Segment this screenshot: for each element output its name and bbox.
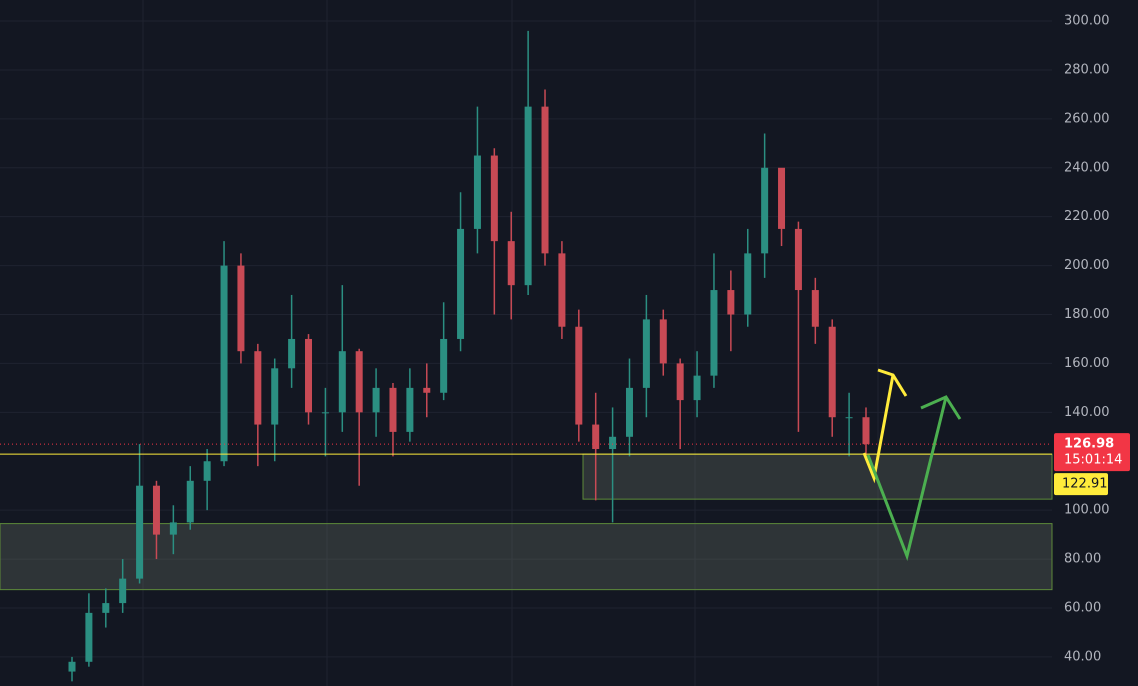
level-label: 122.91 (1062, 477, 1108, 492)
candle-body (811, 290, 819, 327)
candle-body (406, 387, 414, 432)
last-price-box (1054, 433, 1130, 472)
y-tick-label: 280.00 (1064, 62, 1110, 77)
candle-body (237, 265, 245, 352)
candle-body (828, 326, 836, 418)
candle-body (186, 480, 194, 523)
candle-body (575, 326, 583, 425)
last-price-label: 126.98 (1064, 437, 1114, 452)
candle-body (710, 290, 718, 376)
candle-body (490, 155, 498, 242)
y-tick-label: 140.00 (1064, 405, 1110, 420)
candle-body (794, 228, 802, 291)
candle-body (288, 338, 296, 369)
candle-body (642, 319, 650, 388)
candle-body (136, 485, 144, 579)
candle-body (744, 253, 752, 315)
candle-body (169, 522, 177, 535)
candle-body (507, 241, 515, 286)
countdown-label: 15:01:14 (1064, 453, 1122, 468)
y-tick-label: 160.00 (1064, 356, 1110, 371)
candle-body (271, 368, 279, 425)
y-tick-label: 80.00 (1064, 552, 1101, 567)
candle-body (423, 387, 431, 393)
green-arrow-head (920, 395, 962, 420)
candle-body (625, 387, 633, 437)
candle-body (355, 351, 363, 413)
candle-body (524, 106, 532, 286)
candle-body (778, 167, 786, 229)
zone (582, 453, 1053, 500)
candle-body (203, 461, 211, 481)
candle-body (473, 155, 481, 229)
candle-body (592, 424, 600, 450)
y-tick-label: 40.00 (1064, 649, 1101, 664)
candle-body (676, 363, 684, 401)
candle-body (609, 436, 617, 450)
candle-body (220, 265, 228, 462)
yellow-arrow (862, 374, 895, 484)
candle-body (68, 661, 76, 672)
candle-body (102, 603, 110, 613)
candle-body (541, 106, 549, 254)
zone (0, 523, 1053, 591)
candle-body (389, 387, 397, 432)
y-tick-label: 200.00 (1064, 258, 1110, 273)
candle-body (761, 167, 769, 254)
y-tick-label: 300.00 (1064, 14, 1110, 29)
plot: 300.00 280.00 260.00 240.00 220.00 200.00 180.… (0, 14, 1130, 682)
candle-body (558, 253, 566, 327)
candle-body (862, 417, 870, 445)
candle-body (321, 412, 329, 414)
candle-body (305, 338, 313, 413)
candle-body (845, 417, 853, 419)
candle-body (659, 319, 667, 364)
yellow-arrow-head (877, 368, 908, 397)
candle-body (440, 338, 448, 393)
level-box (1054, 473, 1108, 496)
candle-body (85, 612, 93, 662)
candle-body (693, 375, 701, 401)
candle-body (727, 290, 735, 315)
y-tick-label: 240.00 (1064, 160, 1110, 175)
y-tick-label: 260.00 (1064, 111, 1110, 126)
candle-body (338, 351, 346, 413)
green-arrow (866, 396, 948, 561)
y-tick-label: 100.00 (1064, 503, 1110, 518)
candle-body (372, 387, 380, 413)
y-tick-label: 60.00 (1064, 600, 1101, 615)
candle-body (152, 485, 160, 535)
y-tick-label: 180.00 (1064, 307, 1110, 322)
candle-body (119, 578, 127, 604)
candle-body (254, 351, 262, 425)
y-tick-label: 220.00 (1064, 209, 1110, 224)
candle-body (457, 228, 465, 339)
